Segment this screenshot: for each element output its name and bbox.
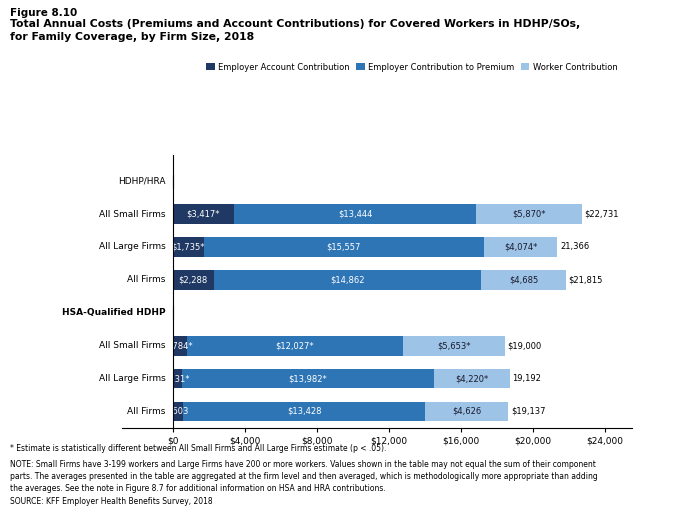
Text: $19,000: $19,000 — [507, 341, 542, 350]
Text: All Large Firms: All Large Firms — [98, 243, 165, 251]
Bar — [172, 369, 182, 388]
Bar — [182, 369, 434, 388]
Bar — [186, 336, 403, 355]
Text: for Family Coverage, by Firm Size, 2018: for Family Coverage, by Firm Size, 2018 — [10, 32, 255, 41]
Text: $13,982*: $13,982* — [288, 374, 327, 383]
Text: $19,137: $19,137 — [511, 407, 546, 416]
Bar — [234, 204, 476, 224]
Text: NOTE: Small Firms have 3-199 workers and Large Firms have 200 or more workers. V: NOTE: Small Firms have 3-199 workers and… — [10, 460, 596, 469]
Text: $12,027*: $12,027* — [276, 341, 314, 350]
Bar — [172, 237, 204, 257]
Text: All Small Firms: All Small Firms — [99, 209, 165, 218]
Text: $4,074*: $4,074* — [504, 243, 537, 251]
Bar — [172, 402, 184, 421]
Bar — [214, 270, 482, 290]
Text: All Small Firms: All Small Firms — [99, 341, 165, 350]
Text: $5,653*: $5,653* — [438, 341, 471, 350]
Bar — [172, 336, 186, 355]
Bar — [403, 336, 505, 355]
Text: All Firms: All Firms — [127, 407, 165, 416]
Text: $2,288: $2,288 — [179, 276, 208, 285]
Text: HDHP/HRA: HDHP/HRA — [118, 177, 165, 186]
Text: $14,862: $14,862 — [330, 276, 365, 285]
Text: $21,815: $21,815 — [568, 276, 603, 285]
Text: $5,870*: $5,870* — [512, 209, 546, 218]
Text: $15,557: $15,557 — [327, 243, 361, 251]
Bar — [184, 402, 425, 421]
Text: $1,735*: $1,735* — [172, 243, 205, 251]
Bar — [482, 270, 565, 290]
Bar — [172, 204, 234, 224]
Bar — [434, 369, 510, 388]
Text: $3,417*: $3,417* — [186, 209, 220, 218]
Text: $784*: $784* — [167, 341, 193, 350]
Text: $4,626: $4,626 — [452, 407, 482, 416]
Text: * Estimate is statistically different between All Small Firms and All Large Firm: * Estimate is statistically different be… — [10, 444, 387, 453]
Text: $4,220*: $4,220* — [455, 374, 489, 383]
Bar — [425, 402, 508, 421]
Bar — [476, 204, 582, 224]
Text: $13,428: $13,428 — [287, 407, 322, 416]
Text: 19,192: 19,192 — [512, 374, 542, 383]
Text: the averages. See the note in Figure 8.7 for additional information on HSA and H: the averages. See the note in Figure 8.7… — [10, 484, 386, 492]
Text: $603: $603 — [168, 407, 188, 416]
Legend: Employer Account Contribution, Employer Contribution to Premium, Worker Contribu: Employer Account Contribution, Employer … — [203, 59, 621, 75]
Bar — [204, 237, 484, 257]
Text: $13,444: $13,444 — [338, 209, 372, 218]
Text: Figure 8.10: Figure 8.10 — [10, 8, 77, 18]
Bar — [172, 270, 214, 290]
Text: $4,685: $4,685 — [509, 276, 538, 285]
Text: HSA-Qualified HDHP: HSA-Qualified HDHP — [61, 308, 165, 317]
Text: SOURCE: KFF Employer Health Benefits Survey, 2018: SOURCE: KFF Employer Health Benefits Sur… — [10, 497, 213, 506]
Bar — [484, 237, 557, 257]
Text: Total Annual Costs (Premiums and Account Contributions) for Covered Workers in H: Total Annual Costs (Premiums and Account… — [10, 19, 581, 29]
Text: All Firms: All Firms — [127, 276, 165, 285]
Text: All Large Firms: All Large Firms — [98, 374, 165, 383]
Text: parts. The averages presented in the table are aggregated at the firm level and : parts. The averages presented in the tab… — [10, 472, 598, 481]
Text: 21,366: 21,366 — [560, 243, 589, 251]
Text: $22,731: $22,731 — [584, 209, 619, 218]
Text: $531*: $531* — [165, 374, 190, 383]
